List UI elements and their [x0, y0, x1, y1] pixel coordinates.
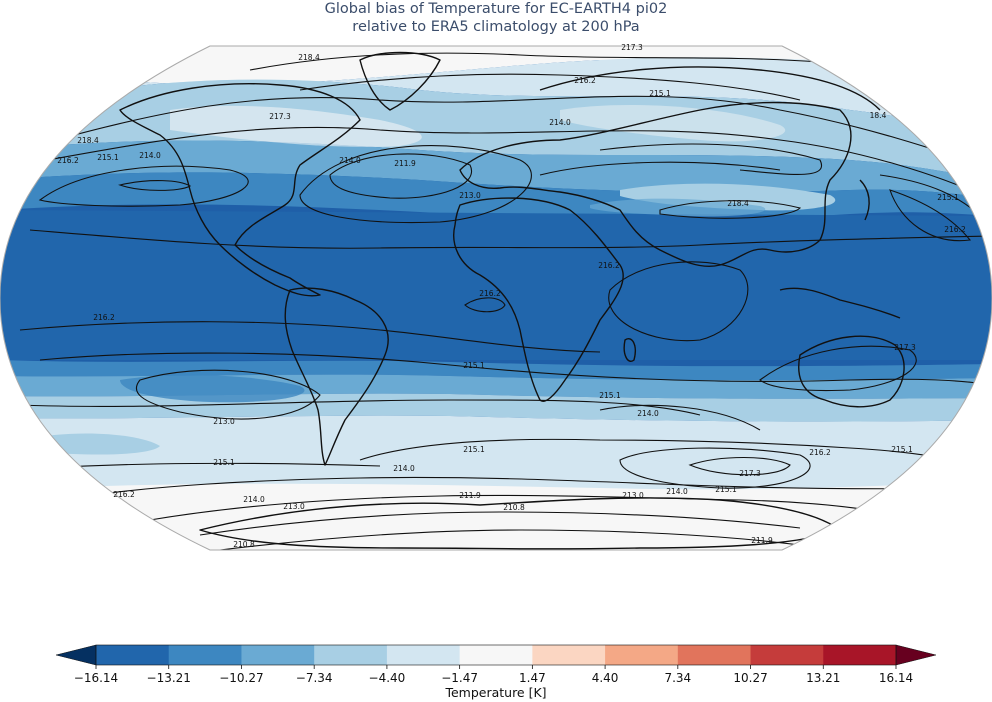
- contour-label: 217.3: [739, 469, 761, 478]
- contour-label: 218.4: [77, 136, 99, 145]
- contour-label: 218.4: [727, 199, 749, 208]
- colorbar-tick-label: 1.47: [519, 671, 546, 685]
- colorbar-tick-label: −10.27: [219, 671, 263, 685]
- australia-coast: [798, 335, 905, 408]
- indonesia-coast: [779, 287, 901, 319]
- colorbar-segment: [386, 645, 461, 665]
- north-america-coast: [119, 83, 361, 297]
- contour-label: 214.0: [339, 156, 361, 165]
- contour-label: 18.4: [870, 111, 887, 120]
- contour-label: 215.1: [97, 153, 119, 162]
- contour-label: 213.0: [213, 417, 235, 426]
- contour-label: 211.9: [459, 491, 481, 500]
- colorbar-segment: [532, 645, 606, 665]
- colorbar-segment: [459, 645, 533, 665]
- colorbar-tick-label: 7.34: [664, 671, 691, 685]
- title-line-2: relative to ERA5 climatology at 200 hPa: [352, 19, 640, 35]
- contour-label: 217.3: [621, 43, 643, 52]
- europe-asia-coast: [459, 101, 852, 267]
- contour-label: 213.0: [622, 491, 644, 500]
- colorbar-ticks: −16.14 −13.21 −10.27 −7.34 −4.40 −1.47 1.47 4.4…: [74, 665, 913, 685]
- contour-label: 215.1: [937, 193, 959, 202]
- colorbar-frame: [95, 644, 897, 666]
- colorbar-segment: [750, 645, 824, 665]
- colorbar-segment: [677, 645, 752, 665]
- title-line-1: Global bias of Temperature for EC-EARTH4…: [324, 1, 668, 17]
- colorbar-extend-low: [55, 644, 97, 666]
- south-america-coast: [284, 287, 389, 466]
- contour-label: 213.0: [283, 502, 305, 511]
- greenland-coast: [359, 51, 441, 111]
- colorbar-tick-label: −4.40: [369, 671, 406, 685]
- contour-label: 216.2: [479, 289, 501, 298]
- colorbar-segments: [96, 645, 897, 665]
- contour-label: 214.0: [393, 464, 415, 473]
- contour-label: 218.4: [298, 53, 320, 62]
- contour-label: 215.1: [649, 89, 671, 98]
- contour-label: 213.0: [459, 191, 481, 200]
- contour-labels: 218.4217.3216.2215.1217.3214.0218.4216.2…: [57, 43, 966, 549]
- colorbar-tick-label: 13.21: [806, 671, 840, 685]
- contour-label: 215.1: [599, 391, 621, 400]
- colorbar-extend-high: [895, 644, 937, 666]
- colorbar-tick-label: 10.27: [733, 671, 767, 685]
- contour-label: 216.2: [93, 313, 115, 322]
- colorbar-label: Temperature [K]: [444, 685, 546, 700]
- contour-label: 215.1: [463, 361, 485, 370]
- contour-label: 215.1: [463, 445, 485, 454]
- contour-label: 210.8: [233, 540, 255, 549]
- contour-label: 217.3: [894, 343, 916, 352]
- colorbar-segment: [241, 645, 315, 665]
- colorbar-segment: [605, 645, 679, 665]
- colorbar-segment: [168, 645, 242, 665]
- chart-title: Global bias of Temperature for EC-EARTH4…: [0, 0, 992, 36]
- contour-lines: [19, 52, 992, 550]
- colorbar-tick-label: −13.21: [147, 671, 191, 685]
- contour-label: 215.1: [891, 445, 913, 454]
- contour-label: 210.8: [503, 503, 525, 512]
- colorbar-segment: [823, 645, 897, 665]
- colorbar-tick-label: 4.40: [592, 671, 619, 685]
- africa-coast: [453, 197, 624, 402]
- contour-label: 214.0: [139, 151, 161, 160]
- contour-label: 216.2: [113, 490, 135, 499]
- contour-label: 214.0: [637, 409, 659, 418]
- contour-label: 211.9: [394, 159, 416, 168]
- contour-label: 214.0: [549, 118, 571, 127]
- japan-coast: [859, 179, 870, 221]
- asia-north-coast: [539, 66, 881, 111]
- contour-label: 216.2: [574, 76, 596, 85]
- contour-label: 215.1: [715, 485, 737, 494]
- madagascar-coast: [623, 338, 636, 362]
- colorbar: −16.14 −13.21 −10.27 −7.34 −4.40 −1.47 1.47 4.4…: [55, 644, 937, 700]
- colorbar-tick-label: −1.47: [441, 671, 478, 685]
- contour-label: 216.2: [57, 156, 79, 165]
- colorbar-tick-label: −7.34: [296, 671, 333, 685]
- contour-label: 215.1: [213, 458, 235, 467]
- contour-label: 214.0: [666, 487, 688, 496]
- contour-label: 211.9: [751, 536, 773, 545]
- colorbar-segment: [314, 645, 388, 665]
- colorbar-segment: [96, 645, 170, 665]
- contour-label: 214.0: [243, 495, 265, 504]
- contour-label: 216.2: [809, 448, 831, 457]
- contour-label: 217.3: [269, 112, 291, 121]
- contour-label: 216.2: [944, 225, 966, 234]
- colorbar-tick-label: −16.14: [74, 671, 118, 685]
- contour-label: 216.2: [598, 261, 620, 270]
- colorbar-tick-label: 16.14: [879, 671, 913, 685]
